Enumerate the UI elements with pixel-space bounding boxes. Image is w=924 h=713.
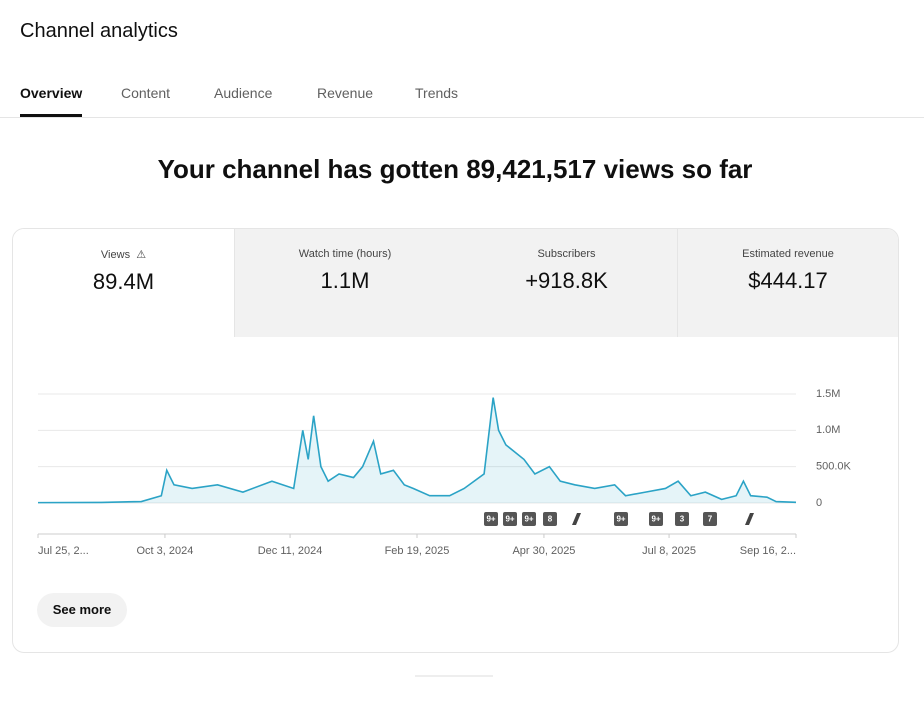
y-tick-label: 1.5M — [816, 388, 840, 400]
marker-badge — [649, 512, 663, 526]
video-icon — [745, 513, 754, 525]
marker-label: 9+ — [524, 515, 533, 524]
metric-label: Watch time (hours) — [298, 248, 392, 260]
marker-label: 3 — [680, 515, 685, 524]
chart: 0 500.0K 1.0M 1.5M Jul 25, 2... Oct 3, 2024 De… — [37, 388, 852, 557]
metric-value: $444.17 — [748, 268, 828, 293]
metric-tile[interactable]: Subscribers +918.8K — [456, 229, 678, 337]
metric-tile[interactable]: Views ⚠ 89.4M — [13, 229, 235, 337]
metric-tile[interactable]: Watch time (hours) 1.1M — [234, 229, 457, 337]
area-fill — [38, 397, 796, 503]
page-title: Channel analytics — [20, 20, 178, 42]
x-tick-label: Oct 3, 2024 — [137, 545, 194, 557]
y-tick-label: 1.0M — [816, 424, 840, 436]
tab[interactable]: Content — [121, 85, 171, 101]
marker-label: 9+ — [651, 515, 660, 524]
see-more-button[interactable]: See more — [37, 593, 127, 627]
tab[interactable]: Trends — [415, 85, 459, 101]
x-tick-label: Dec 11, 2024 — [258, 545, 323, 557]
marker-badge — [522, 512, 536, 526]
marker-badge — [675, 512, 689, 526]
divider — [0, 117, 924, 118]
x-tick-label: Jul 8, 2025 — [642, 545, 696, 557]
metric-tile[interactable]: Estimated revenue $444.17 — [677, 229, 898, 337]
x-tick-label: Sep 16, 2... — [740, 545, 796, 557]
marker-badge — [484, 512, 498, 526]
warning-icon: ⚠ — [130, 249, 147, 261]
line — [37, 397, 797, 504]
x-tick-label: Jul 25, 2... — [38, 545, 89, 557]
tab[interactable]: Audience — [214, 85, 273, 101]
marker-label: 9+ — [616, 515, 625, 524]
metric-value: +918.8K — [525, 268, 608, 293]
video-icon — [572, 513, 581, 525]
headline: Your channel has gotten 89,421,517 views… — [157, 154, 753, 184]
metric-label: Views ⚠ — [100, 249, 147, 261]
y-tick-label: 0 — [816, 497, 822, 509]
marker-label: 9+ — [505, 515, 514, 524]
x-tick-label: Feb 19, 2025 — [385, 545, 450, 557]
tab[interactable]: Overview — [20, 85, 83, 101]
x-tick-label: Apr 30, 2025 — [512, 545, 575, 557]
card: Views ⚠ 89.4M Watch time (hours) 1.1M Subscr… — [12, 228, 899, 653]
tab-underline — [20, 114, 82, 117]
y-tick-label: 500.0K — [816, 461, 852, 473]
marker-label: 8 — [548, 515, 553, 524]
marker-badge — [543, 512, 557, 526]
metric-label: Subscribers — [537, 248, 596, 260]
marker-label: 9+ — [486, 515, 495, 524]
tab[interactable]: Revenue — [317, 85, 374, 101]
metric-label: Estimated revenue — [742, 248, 834, 260]
metric-value: 1.1M — [320, 268, 370, 293]
marker-badge — [614, 512, 628, 526]
marker-label: 7 — [708, 515, 713, 524]
scroll-indicator — [415, 675, 493, 677]
marker-badge — [503, 512, 517, 526]
marker-badge — [703, 512, 717, 526]
metric-value: 89.4M — [92, 269, 155, 294]
